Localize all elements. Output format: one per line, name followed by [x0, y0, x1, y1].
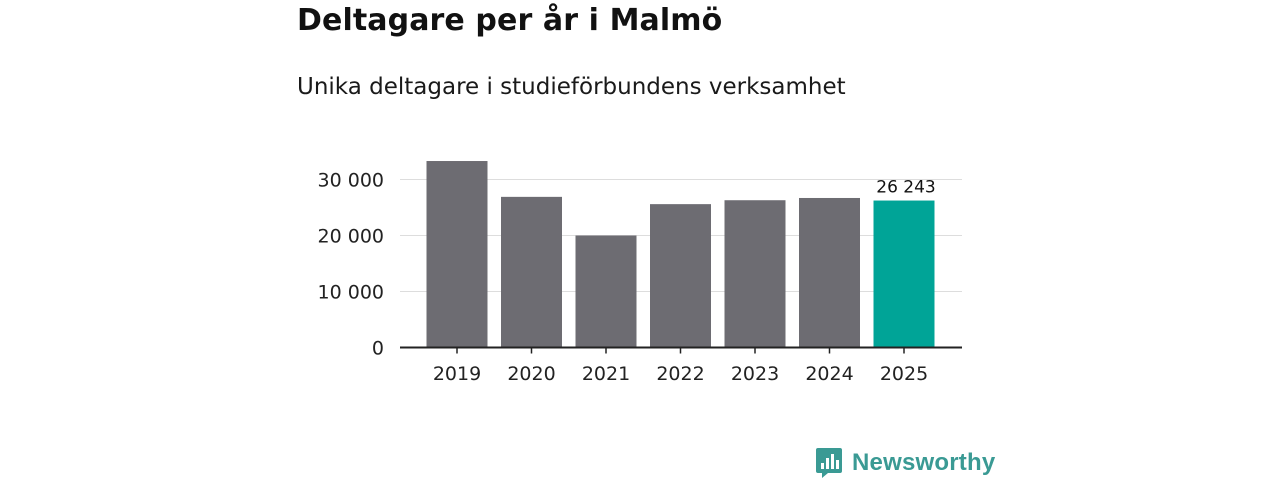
chart-subtitle: Unika deltagare i studieförbundens verks…	[297, 74, 846, 100]
chart-title: Deltagare per år i Malmö	[297, 3, 723, 38]
bars	[426, 161, 935, 348]
x-tick-label: 2025	[880, 363, 928, 385]
bar-2020	[501, 196, 562, 348]
brand-mark: Newsworthy	[815, 445, 995, 480]
x-tick-label: 2020	[507, 363, 555, 385]
y-tick-label: 20 000	[318, 226, 384, 248]
bar-2023	[724, 200, 786, 348]
bar-2022	[650, 204, 711, 348]
brand-name: Newsworthy	[852, 449, 996, 476]
x-tick-label: 2024	[805, 363, 853, 385]
bar-2021	[575, 235, 637, 348]
labels: 0 10 000 20 000 30 000 2019 2020 2021 2022 2023 2…	[318, 170, 936, 386]
bar-2024	[799, 197, 860, 348]
x-tick-label: 2021	[582, 363, 630, 385]
x-tick-label: 2019	[433, 363, 481, 385]
y-tick-label: 30 000	[318, 170, 384, 192]
bar-2025	[873, 200, 935, 348]
y-tick-label: 0	[372, 338, 384, 360]
x-tick-label: 2023	[731, 363, 779, 385]
x-tick-label: 2022	[656, 363, 704, 385]
axes	[400, 346, 962, 354]
data-label-2025: 26 243	[876, 178, 935, 198]
y-tick-label: 10 000	[318, 282, 384, 304]
bar-2019	[426, 161, 488, 348]
newsworthy-logo-icon	[816, 448, 842, 478]
